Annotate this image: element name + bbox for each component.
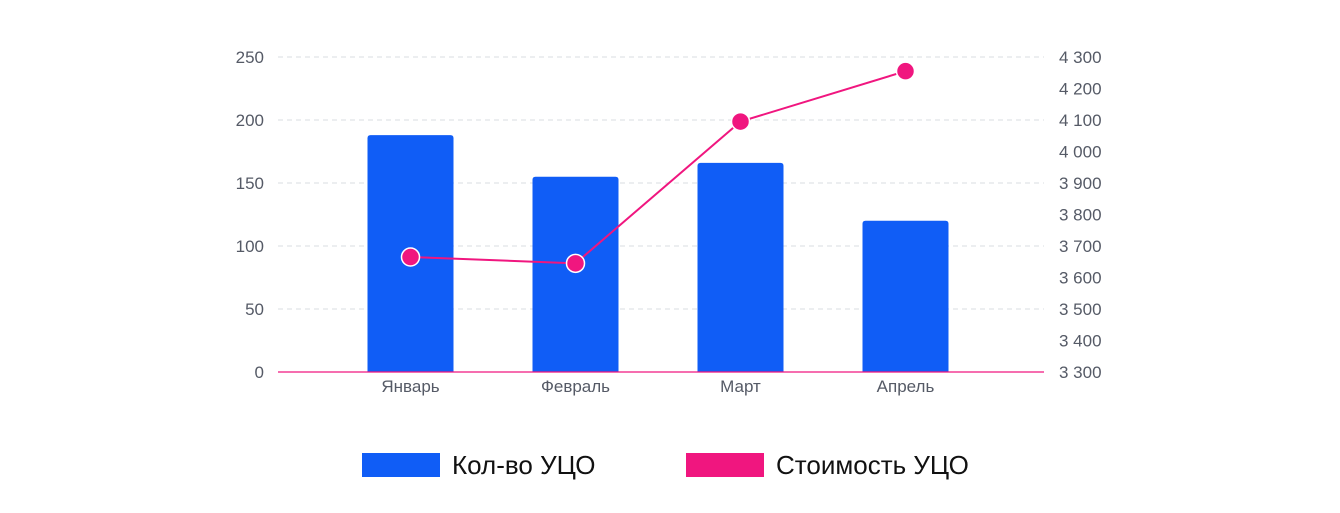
legend: Кол-во УЦО Стоимость УЦО [0, 448, 1340, 482]
y-left-tick-label: 150 [236, 174, 264, 193]
y-right-tick-label: 4 300 [1059, 48, 1102, 67]
y-right-tick-label: 4 200 [1059, 80, 1102, 99]
combo-chart: 0 50 100 150 200 250 3 300 3 400 3 500 3 600 3 70… [236, 48, 1102, 396]
x-tick-label: Февраль [541, 377, 610, 396]
right-axis: 3 300 3 400 3 500 3 600 3 700 3 800 3 900 4 000… [1059, 48, 1102, 382]
legend-item-cost[interactable]: Стоимость УЦО [686, 448, 969, 482]
bar [697, 162, 784, 372]
y-right-tick-label: 3 500 [1059, 300, 1102, 319]
bar-series [367, 135, 949, 372]
line-point [730, 111, 751, 132]
left-axis: 0 50 100 150 200 250 [236, 48, 264, 382]
y-right-tick-label: 3 400 [1059, 332, 1102, 351]
y-right-tick-label: 3 800 [1059, 206, 1102, 225]
y-right-tick-label: 4 100 [1059, 111, 1102, 130]
y-left-tick-label: 250 [236, 48, 264, 67]
x-tick-label: Апрель [877, 377, 935, 396]
y-right-tick-label: 3 300 [1059, 363, 1102, 382]
legend-swatch-count [362, 453, 440, 477]
legend-item-count[interactable]: Кол-во УЦО [362, 448, 595, 482]
legend-label-count: Кол-во УЦО [452, 449, 596, 480]
y-right-tick-label: 3 600 [1059, 269, 1102, 288]
legend-label-cost: Стоимость УЦО [776, 449, 969, 480]
y-right-tick-label: 3 900 [1059, 174, 1102, 193]
line-series [400, 61, 916, 274]
y-left-tick-label: 50 [245, 300, 264, 319]
x-tick-label: Март [720, 377, 761, 396]
y-left-tick-label: 100 [236, 237, 264, 256]
y-left-tick-label: 200 [236, 111, 264, 130]
y-right-tick-label: 3 700 [1059, 237, 1102, 256]
bar [862, 220, 949, 372]
x-tick-label: Январь [381, 377, 439, 396]
line-point [895, 61, 916, 81]
line-point [400, 247, 421, 267]
legend-swatch-cost [686, 453, 764, 477]
bar [532, 176, 619, 372]
y-right-tick-label: 4 000 [1059, 143, 1102, 162]
y-left-tick-label: 0 [255, 363, 264, 382]
x-axis: Январь Февраль Март Апрель [381, 377, 934, 396]
line-point [565, 253, 586, 274]
series-line [410, 70, 906, 265]
